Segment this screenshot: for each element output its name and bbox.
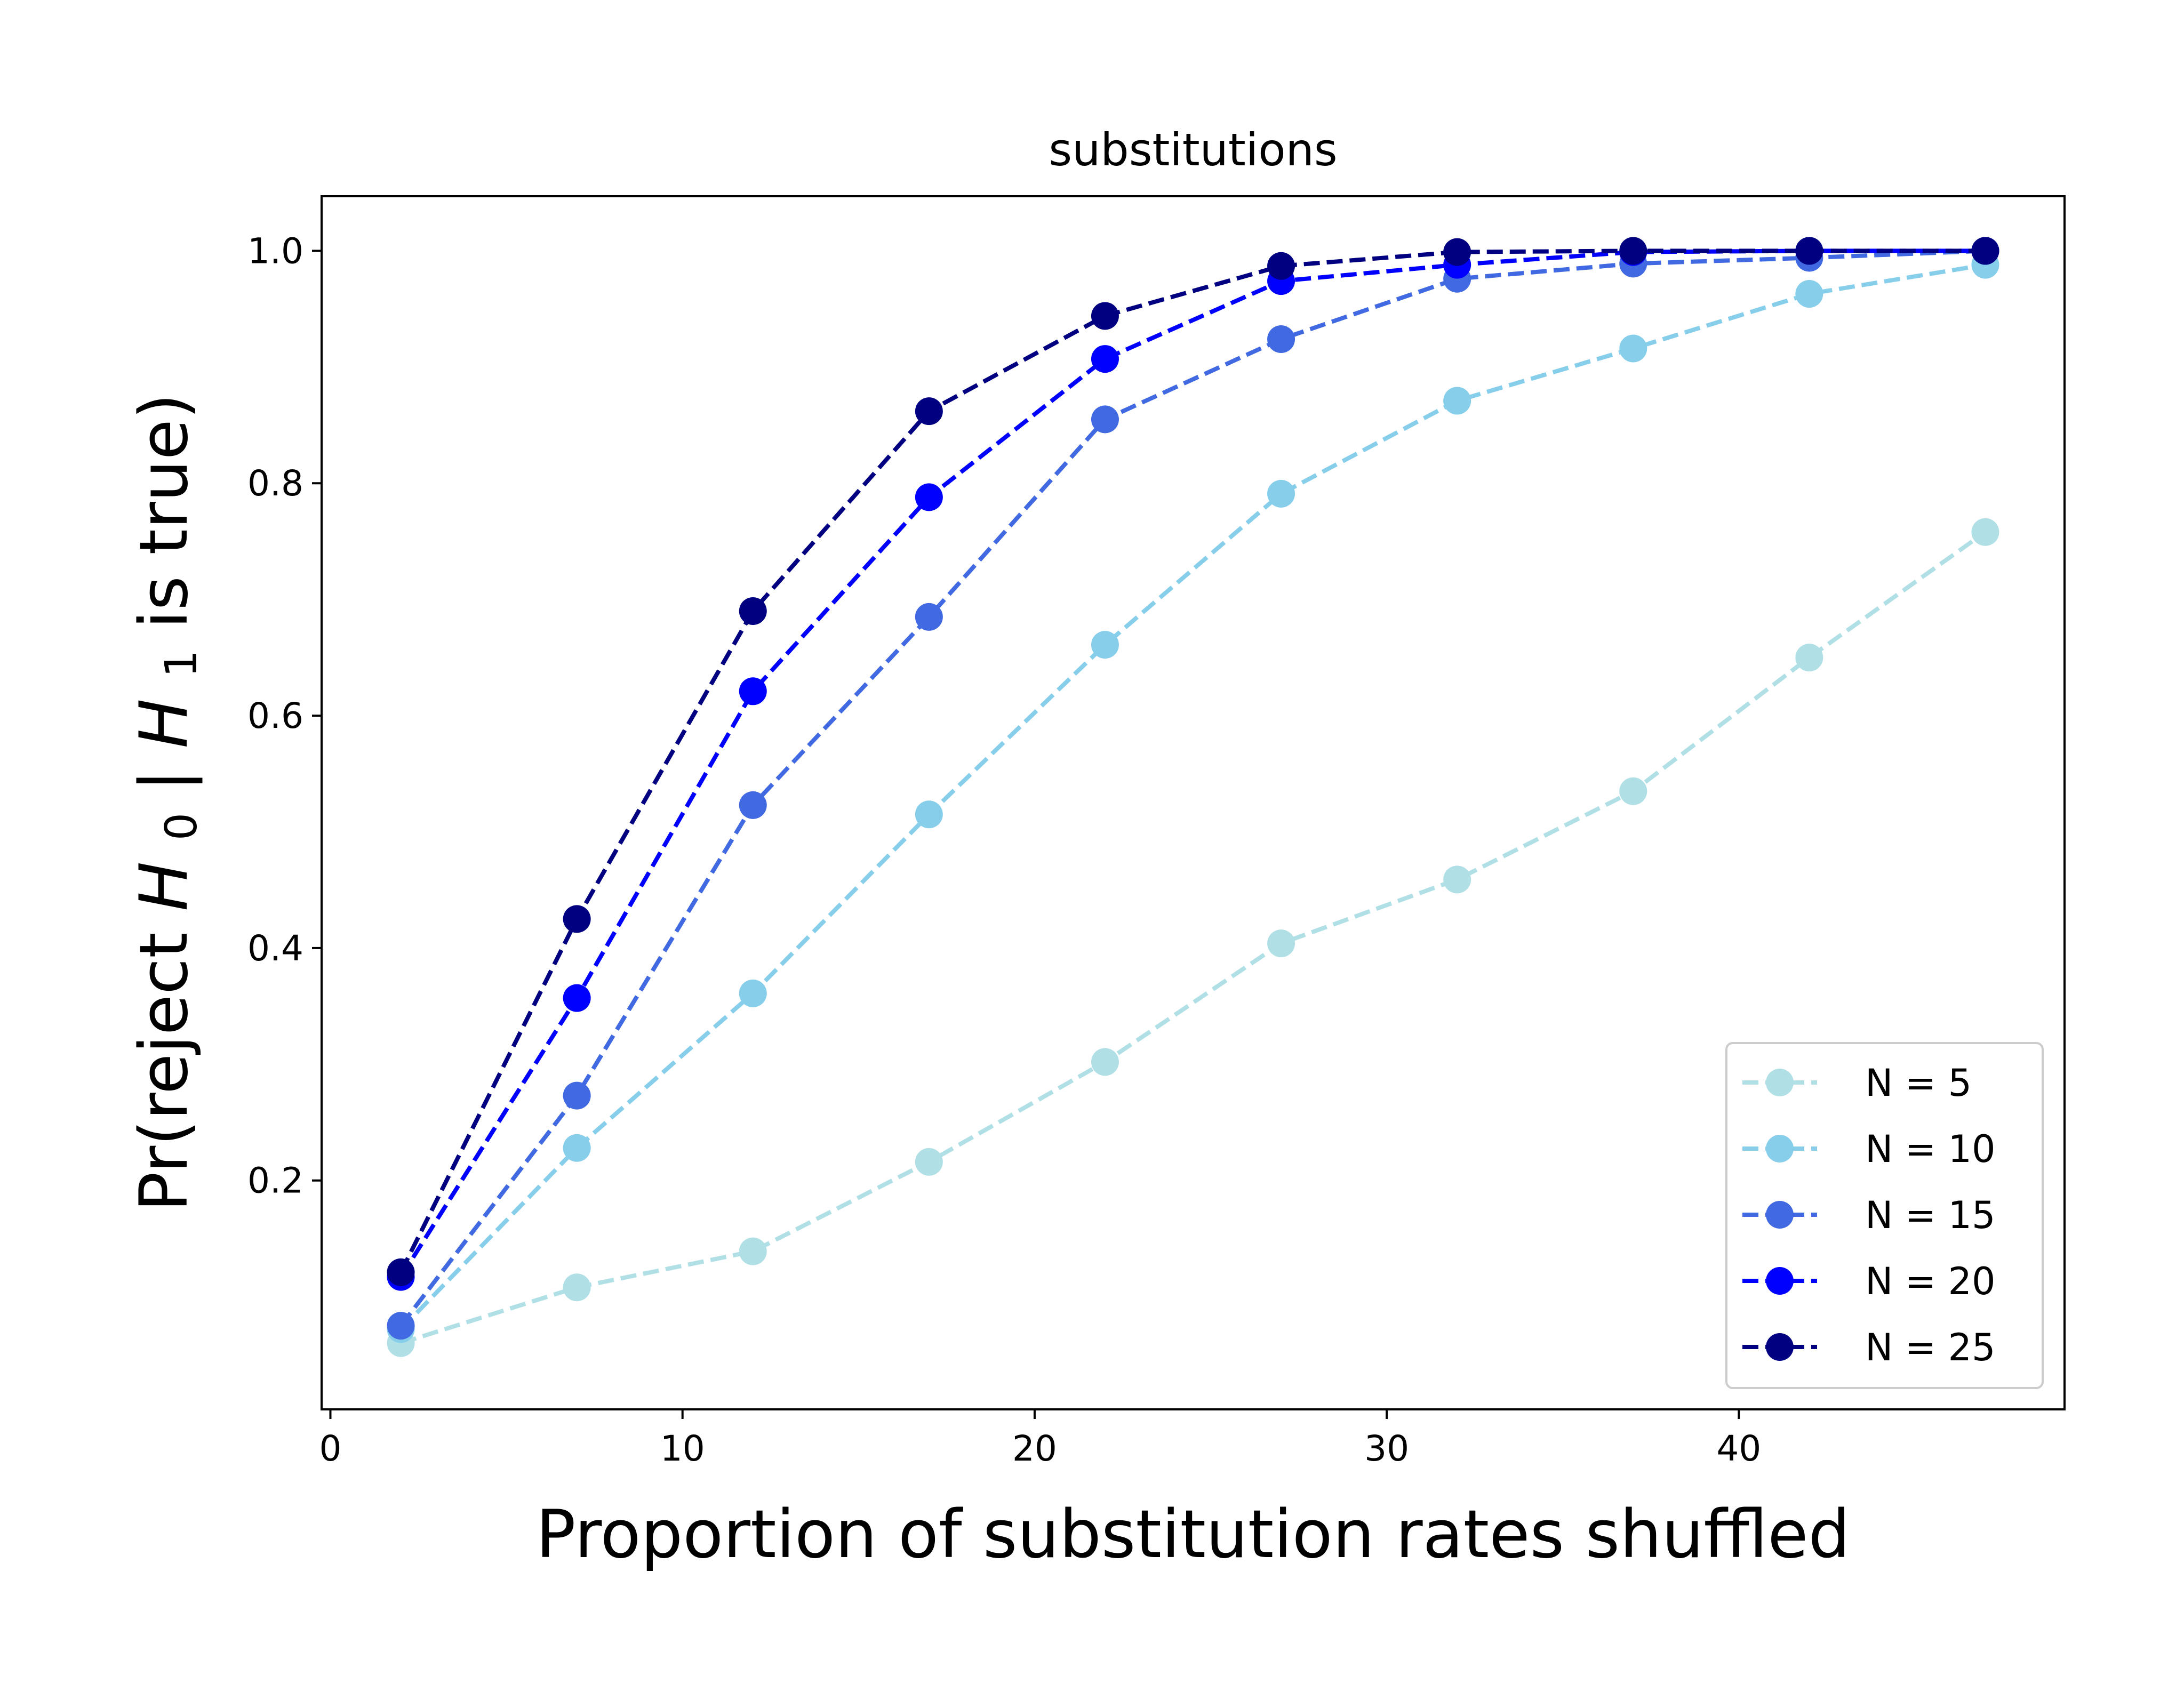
data-point [1267,252,1295,280]
series-line [400,530,1987,1345]
x-axis-ticks: 0 10 20 30 40 [319,1409,1761,1469]
data-point [739,979,767,1007]
data-point [387,1312,415,1340]
data-point [915,1148,943,1176]
y-label-bar: | [126,748,203,791]
y-tick-label: 0.4 [247,928,303,969]
data-point [1795,280,1823,308]
legend-marker [1766,1201,1794,1229]
x-tick-label: 40 [1716,1428,1761,1469]
data-point [915,603,943,631]
data-point [1971,237,1999,265]
y-tick-label: 0.6 [247,695,303,736]
legend-marker [1766,1135,1794,1162]
data-point [1619,334,1647,363]
legend-label: N = 20 [1865,1260,1996,1303]
y-tick-label: 1.0 [247,230,303,271]
legend-label: N = 15 [1865,1193,1996,1237]
data-point [1267,325,1295,354]
legend: N = 5 N = 10 N = 15 N = 20 N = 25 [1725,1042,2044,1389]
y-label-h0-subscript: 0 [156,813,207,840]
series-line [399,262,1986,1331]
y-label-h1: H [126,699,203,748]
y-tick-label: 0.2 [247,1160,303,1201]
legend-entries: N = 5 N = 10 N = 15 N = 20 N = 25 [1742,1061,1996,1369]
data-point [1267,479,1295,508]
data-point [563,984,591,1012]
data-point [1443,238,1471,266]
data-point [1443,865,1471,894]
data-point [1971,518,1999,546]
data-point [1795,237,1823,265]
data-point [1267,929,1295,958]
data-point [1091,631,1119,659]
y-label-h1-subscript: 1 [156,649,207,677]
series-group [387,237,1999,1286]
y-label-prefix: Pr(reject [126,911,203,1212]
x-tick-label: 20 [1012,1428,1057,1469]
data-point [1443,387,1471,415]
data-point [1091,405,1119,434]
data-point [915,397,943,426]
data-point [1091,345,1119,373]
data-point [563,905,591,933]
data-point [915,483,943,511]
x-tick-label: 30 [1364,1428,1409,1469]
legend-marker [1766,1333,1794,1361]
legend-box [1725,1042,2044,1389]
plot-frame [321,195,2066,1410]
series-line [398,248,1986,1273]
data-point [739,791,767,819]
data-point [563,1081,591,1110]
legend-marker [1766,1267,1794,1295]
data-point [1091,1048,1119,1076]
data-point [563,1134,591,1162]
legend-label: N = 10 [1865,1127,1996,1171]
data-point [563,1273,591,1302]
y-axis-label: Pr(reject H 0 | H 1 is true) [126,394,212,1212]
data-point [739,677,767,705]
data-point [1619,777,1647,805]
x-axis-label: Proportion of substitution rates shuffle… [536,1496,1850,1573]
legend-label: N = 25 [1865,1326,1996,1369]
legend-marker [1766,1069,1794,1096]
data-point [1091,302,1119,330]
series-group [387,518,1999,1357]
chart-title: substitutions [1049,124,1337,176]
data-point [1619,237,1647,265]
y-label-h0: H [126,862,203,911]
data-point [739,597,767,625]
data-point [915,800,943,829]
series-layer [387,237,1999,1357]
x-tick-label: 0 [319,1428,342,1469]
x-tick-label: 10 [660,1428,705,1469]
data-point [739,1237,767,1265]
series-line [399,248,1986,1327]
y-axis-ticks: 0.2 0.4 0.6 0.8 1.0 [247,230,322,1201]
y-tick-label: 0.8 [247,463,303,504]
y-label-suffix: is true) [126,394,203,629]
data-point [1795,644,1823,672]
legend-label: N = 5 [1865,1061,1972,1105]
data-point [387,1258,415,1286]
